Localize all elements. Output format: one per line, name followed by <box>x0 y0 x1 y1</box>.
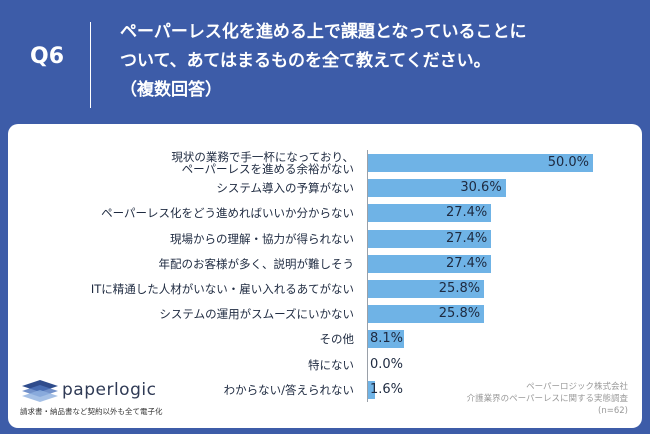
category-label: ITに精通した人材がいない・雇い入れるあてがない <box>90 282 354 296</box>
chart-title: ペーパーレス化を進める上で課題となっていることに ついて、あてはまるものを全て教… <box>120 22 527 100</box>
value-label: 25.8% <box>438 306 481 322</box>
brand-name: paperlogic <box>62 380 157 400</box>
bar <box>368 204 492 223</box>
category-label: 特にない <box>308 357 354 372</box>
bar <box>368 254 492 273</box>
bar <box>368 154 593 172</box>
value-label: 1.6% <box>370 381 404 397</box>
category-label: 年配のお客様が多く、説明が難しそう <box>158 256 355 271</box>
bar <box>368 380 376 399</box>
bar <box>368 179 506 198</box>
category-label: システムの運用がスムーズにいかない <box>159 307 354 322</box>
logo-icon <box>22 380 58 402</box>
value-label: 27.4% <box>445 230 488 246</box>
chart-panel <box>8 124 642 428</box>
value-label: 27.4% <box>445 205 488 221</box>
source-line: ペーパーロジック株式会社 <box>526 382 628 392</box>
axis-line <box>367 150 368 402</box>
bar <box>368 330 405 349</box>
category-label: ペーパーレス化をどう進めればいいか分からない <box>101 206 354 221</box>
source: ペーパーロジック株式会社介護業界のペーパーレスに関する実態調査 (n=62) <box>467 381 628 417</box>
value-label: 8.1% <box>370 331 404 347</box>
source-line: (n=62) <box>598 406 628 416</box>
value-label: 25.8% <box>438 281 481 296</box>
source-line: 介護業界のペーパーレスに関する実態調査 <box>466 394 628 404</box>
bar <box>368 229 492 248</box>
bar <box>368 280 485 298</box>
category-label: システム導入の予算がない <box>216 181 354 196</box>
value-label: 50.0% <box>547 155 589 170</box>
bar <box>368 305 485 324</box>
category-label: 現状の業務で手一杯になっており、 ペーパーレスを進める余裕がない <box>171 150 354 176</box>
category-label: わからない/答えられない <box>223 382 354 397</box>
value-label: 30.6% <box>460 180 502 196</box>
separator <box>90 22 91 108</box>
value-label: 0.0% <box>370 356 404 372</box>
question-number: Q6 <box>30 44 65 69</box>
brand-tagline: 請求書・納品書など契約以外も全て電子化 <box>20 407 163 416</box>
value-label: 27.4% <box>445 255 488 271</box>
category-label: 現場からの理解・協力が得られない <box>170 231 354 246</box>
category-label: その他 <box>319 332 355 347</box>
